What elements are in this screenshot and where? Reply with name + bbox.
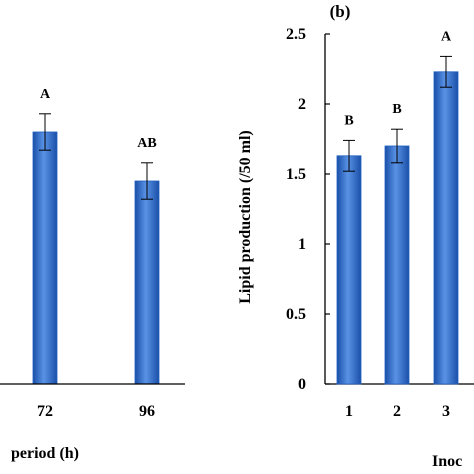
b-significance-label: B bbox=[392, 102, 401, 117]
b-y-tick-label: 0.5 bbox=[286, 306, 306, 323]
a-bars bbox=[32, 131, 160, 385]
b-y-ticks bbox=[325, 33, 330, 385]
b-y-tick-label: 2 bbox=[298, 96, 306, 113]
a-x-axis-label: period (h) bbox=[11, 445, 79, 462]
panel-a: A AB 72 96 period (h) bbox=[0, 87, 185, 462]
a-x-tick-label: 96 bbox=[139, 403, 155, 420]
b-y-tick-label: 1.5 bbox=[286, 166, 306, 183]
b-error-bar-3 bbox=[440, 55, 452, 88]
b-error-bar-2 bbox=[391, 128, 403, 164]
b-y-tick-labels: 0 0.5 1 1.5 2 2.5 bbox=[286, 26, 306, 393]
b-y-tick-label: 0 bbox=[298, 376, 306, 393]
a-significance-label: AB bbox=[137, 136, 156, 151]
b-x-axis-label: Inoc bbox=[432, 453, 462, 470]
b-x-tick-labels: 1 2 3 bbox=[345, 403, 450, 420]
b-significance-labels: B B A bbox=[344, 29, 452, 128]
b-significance-label: B bbox=[344, 113, 353, 128]
b-y-tick-label: 2.5 bbox=[286, 26, 306, 43]
b-x-tick-label: 1 bbox=[345, 403, 353, 420]
b-y-tick-label: 1 bbox=[298, 236, 306, 253]
a-x-tick-labels: 72 96 bbox=[37, 403, 155, 420]
b-significance-label: A bbox=[441, 29, 452, 44]
b-x-tick-label: 2 bbox=[393, 403, 401, 420]
a-error-bar-72 bbox=[39, 113, 51, 151]
a-bar-72 bbox=[32, 131, 58, 385]
a-bar-96 bbox=[134, 180, 160, 385]
a-significance-labels: A AB bbox=[40, 87, 157, 151]
b-bar-2 bbox=[384, 145, 410, 385]
b-y-axis-label: Lipid production (/50 ml) bbox=[237, 130, 254, 304]
panel-b: (b) Lipid production (/50 ml) 0 0.5 1 1.5 2 2… bbox=[237, 2, 474, 470]
b-error-bar-1 bbox=[343, 139, 355, 172]
b-bars bbox=[336, 71, 459, 385]
b-error-bars bbox=[343, 55, 452, 172]
a-x-tick-label: 72 bbox=[37, 403, 53, 420]
b-panel-label: (b) bbox=[330, 2, 351, 21]
a-error-bar-96 bbox=[141, 162, 153, 200]
a-error-bars bbox=[39, 113, 153, 200]
b-x-tick-label: 3 bbox=[442, 403, 450, 420]
a-significance-label: A bbox=[40, 87, 51, 102]
b-bar-3 bbox=[433, 71, 459, 385]
b-bar-1 bbox=[336, 155, 362, 385]
